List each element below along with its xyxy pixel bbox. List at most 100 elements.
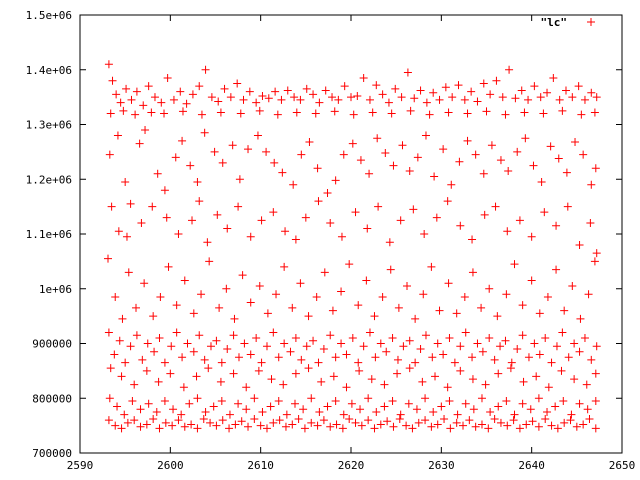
- data-point: [209, 402, 218, 411]
- data-point: [104, 416, 113, 425]
- data-point: [121, 358, 130, 367]
- data-point: [195, 331, 204, 340]
- data-point: [280, 339, 289, 348]
- data-point: [110, 350, 119, 359]
- data-point: [296, 95, 305, 104]
- data-point: [225, 424, 234, 433]
- data-point: [402, 421, 411, 430]
- data-point: [373, 134, 382, 143]
- data-point: [445, 334, 454, 343]
- y-tick-label: 1.4e+06: [26, 64, 72, 77]
- data-point: [456, 342, 465, 351]
- data-point: [576, 314, 585, 323]
- data-point: [347, 399, 356, 408]
- data-point: [408, 424, 417, 433]
- data-point: [590, 108, 599, 117]
- data-points: [104, 60, 601, 433]
- data-point: [312, 292, 321, 301]
- data-point: [460, 95, 469, 104]
- data-point: [105, 150, 114, 159]
- data-point: [242, 383, 251, 392]
- data-point: [225, 410, 234, 419]
- data-point: [258, 92, 267, 101]
- legend: "lc": [541, 16, 595, 29]
- data-point: [342, 350, 351, 359]
- data-point: [313, 164, 322, 173]
- data-point: [114, 227, 123, 236]
- data-point: [150, 93, 159, 102]
- data-point: [223, 224, 232, 233]
- data-point: [522, 420, 531, 429]
- data-point: [558, 328, 567, 337]
- data-point: [148, 202, 157, 211]
- data-point: [278, 168, 287, 177]
- data-point: [454, 81, 463, 90]
- data-point: [559, 396, 568, 405]
- data-point: [140, 279, 149, 288]
- data-point: [587, 355, 596, 364]
- data-point: [199, 415, 208, 424]
- data-point: [445, 396, 454, 405]
- data-point: [515, 216, 524, 225]
- data-point: [188, 216, 197, 225]
- data-point: [534, 422, 543, 431]
- data-point: [106, 109, 115, 118]
- data-point: [166, 369, 175, 378]
- data-point: [364, 394, 373, 403]
- data-point: [365, 169, 374, 178]
- data-point: [543, 88, 552, 97]
- data-point: [494, 369, 503, 378]
- data-point: [118, 314, 127, 323]
- data-point: [443, 197, 452, 206]
- data-point: [570, 375, 579, 384]
- data-point: [420, 230, 429, 238]
- data-point: [342, 383, 351, 392]
- data-point: [204, 364, 213, 373]
- data-point: [347, 93, 355, 102]
- data-point: [269, 328, 278, 337]
- data-point: [288, 420, 297, 429]
- data-point: [521, 134, 530, 143]
- data-point: [238, 271, 247, 280]
- data-point: [305, 138, 314, 147]
- data-point: [172, 301, 181, 310]
- data-point: [137, 219, 146, 228]
- data-point: [456, 366, 465, 375]
- data-point: [136, 422, 145, 431]
- data-point: [150, 347, 159, 356]
- data-point: [338, 424, 347, 433]
- data-point: [256, 421, 265, 430]
- data-point: [468, 375, 477, 384]
- data-point: [311, 109, 320, 118]
- data-point: [592, 342, 601, 351]
- data-point: [405, 336, 414, 345]
- data-point: [520, 108, 529, 117]
- data-point: [113, 402, 122, 411]
- data-point: [309, 90, 318, 99]
- data-point: [182, 99, 191, 108]
- data-point: [119, 106, 128, 115]
- data-point: [304, 312, 313, 321]
- data-point: [461, 399, 470, 408]
- plot-frame: [79, 14, 623, 454]
- data-point: [328, 93, 337, 102]
- data-point: [518, 301, 527, 310]
- data-point: [160, 109, 169, 118]
- data-point: [188, 90, 197, 99]
- data-point: [546, 142, 555, 151]
- data-point: [435, 95, 444, 104]
- data-point: [141, 125, 150, 134]
- data-point: [587, 88, 596, 97]
- data-point: [115, 336, 124, 345]
- data-point: [584, 290, 593, 299]
- data-point: [530, 339, 539, 348]
- data-point: [487, 141, 496, 150]
- data-point: [396, 216, 405, 225]
- data-point: [410, 94, 419, 103]
- data-point: [229, 331, 238, 340]
- data-point: [397, 93, 406, 102]
- data-point: [320, 268, 329, 277]
- data-point: [290, 93, 299, 102]
- data-point: [169, 405, 178, 414]
- data-point: [580, 95, 589, 104]
